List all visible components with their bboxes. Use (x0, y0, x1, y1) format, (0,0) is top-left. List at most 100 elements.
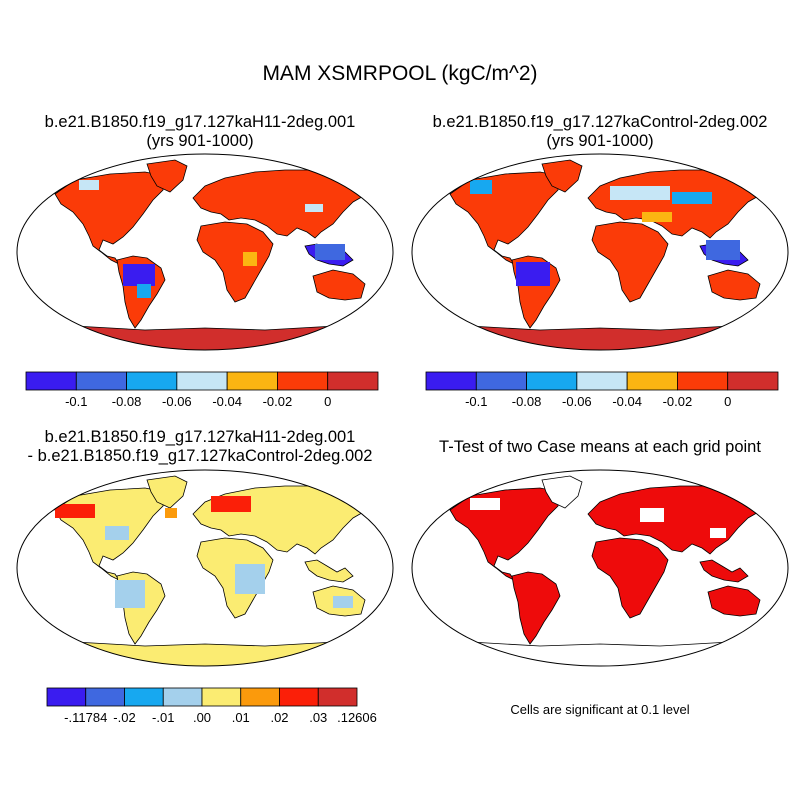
colorbar-label: -.11784 (64, 710, 107, 725)
colorbar-label: -.01 (152, 710, 174, 725)
land-case1-africa (196, 221, 274, 303)
panel-3-title: b.e21.B1850.f19_g17.127kaH11-2deg.001 - … (5, 428, 395, 466)
colorbar-label: -0.08 (112, 394, 142, 409)
colorbar-label: 0 (724, 394, 731, 409)
colorbar-label: -0.04 (612, 394, 642, 409)
south-america-patch (137, 284, 151, 298)
africa-patch (243, 252, 257, 266)
colorbar-box (727, 371, 779, 391)
colorbar-box (327, 371, 379, 391)
colorbar-label: -0.06 (562, 394, 592, 409)
colorbar-difference: -.11784 -.02 -.01 .00 .01 .02 .03 .12606 (46, 687, 377, 725)
maritime-patch (706, 240, 740, 260)
colorbar-label: -0.1 (465, 394, 487, 409)
colorbar-box (126, 371, 178, 391)
colorbar-label: -0.08 (512, 394, 542, 409)
asia-patch (305, 204, 323, 212)
greenland-patch (165, 508, 177, 518)
land-case1-eurasia (192, 169, 368, 239)
mideast-patch (642, 212, 672, 222)
panel-1-title: b.e21.B1850.f19_g17.127kaH11-2deg.001 (y… (5, 113, 395, 151)
colorbar-box (576, 371, 628, 391)
colorbar-box (425, 371, 477, 391)
africa-patch (235, 564, 265, 594)
panel-2-title-line1: b.e21.B1850.f19_g17.127kaControl-2deg.00… (432, 113, 768, 131)
land-ttest-antarctica (412, 641, 788, 666)
map-panel-case1 (16, 153, 394, 351)
colorbar-box (279, 687, 319, 707)
map-land-difference (17, 475, 393, 666)
colorbar-box (226, 371, 278, 391)
land-case1-northAmerica (54, 171, 166, 266)
colorbar-case1: -0.1 -0.08 -0.06 -0.04 -0.02 0 (25, 371, 379, 409)
colorbar-label: .03 (309, 710, 327, 725)
land-ttest-australia (707, 585, 761, 617)
alaska-patch (55, 504, 95, 518)
panel-4-title-line1: T-Test of two Case means at each grid po… (439, 438, 761, 456)
maritime-patch (315, 244, 345, 260)
colorbar-label: -0.02 (263, 394, 293, 409)
colorbar-box (201, 687, 242, 707)
land-case1-antarctica (17, 325, 393, 350)
colorbar-box (75, 371, 127, 391)
colorbar-box (240, 687, 280, 707)
map-land-case1 (17, 159, 393, 350)
panel-4-title: T-Test of two Case means at each grid po… (405, 438, 795, 457)
figure-title: MAM XSMRPOOL (kgC/m^2) (262, 62, 538, 85)
arctic-patch (470, 180, 492, 194)
colorbar-box (162, 687, 203, 707)
map-panel-ttest (411, 469, 789, 667)
amazon-patch (115, 580, 145, 608)
panel-1-title-line2: (yrs 901-1000) (146, 132, 254, 150)
colorbar-label: .01 (232, 710, 250, 725)
scandinavia-patch (211, 496, 251, 512)
land-difference-seAsia (304, 559, 354, 583)
colorbar-label: -.02 (113, 710, 135, 725)
land-case2-northAmerica (449, 171, 561, 266)
amazon-patch (123, 264, 155, 286)
map-panel-difference (16, 469, 394, 667)
colorbar-box (46, 687, 87, 707)
panel-2-title-line2: (yrs 901-1000) (546, 132, 654, 150)
land-case2-africa (591, 221, 669, 303)
land-case1-australia (312, 269, 366, 301)
nonsig-patch (470, 498, 500, 510)
land-ttest-northAmerica (449, 487, 561, 582)
siberia-patch (610, 186, 670, 200)
map-outline-case1 (16, 153, 394, 351)
land-ttest-seAsia (699, 559, 749, 583)
panel-2-title: b.e21.B1850.f19_g17.127kaControl-2deg.00… (405, 113, 795, 151)
map-outline-case2 (411, 153, 789, 351)
arctic-patch (79, 180, 99, 190)
colorbar-box (124, 687, 164, 707)
colorbar-label: -0.02 (663, 394, 693, 409)
map-outline-difference (16, 469, 394, 667)
land-difference-antarctica (17, 641, 393, 666)
colorbar-label: .00 (193, 710, 211, 725)
land-case2-australia (707, 269, 761, 301)
colorbar-box (25, 371, 77, 391)
colorbar-box (475, 371, 527, 391)
land-ttest-africa (591, 537, 669, 619)
colorbar-box (526, 371, 578, 391)
map-panel-case2 (411, 153, 789, 351)
colorbar-label: .02 (270, 710, 288, 725)
colorbar-label: -0.04 (212, 394, 242, 409)
land-ttest-greenland (541, 475, 583, 509)
panel-3-title-line1: b.e21.B1850.f19_g17.127kaH11-2deg.001 (44, 428, 356, 446)
australia-patch (333, 596, 353, 608)
significance-note: Cells are significant at 0.1 level (510, 702, 690, 717)
na-patch (105, 526, 129, 540)
map-outline-ttest (411, 469, 789, 667)
colorbar-box (85, 687, 125, 707)
colorbar-label: -0.1 (65, 394, 87, 409)
nonsig-patch (710, 528, 726, 538)
land-ttest-southAmerica (511, 571, 561, 645)
colorbar-case2: -0.1 -0.08 -0.06 -0.04 -0.02 0 (425, 371, 779, 409)
asia-patch (672, 192, 712, 204)
nonsig-patch (640, 508, 664, 522)
land-difference-greenland (146, 475, 188, 509)
colorbar-box (277, 371, 329, 391)
colorbar-box (626, 371, 678, 391)
map-land-case2 (412, 159, 788, 350)
